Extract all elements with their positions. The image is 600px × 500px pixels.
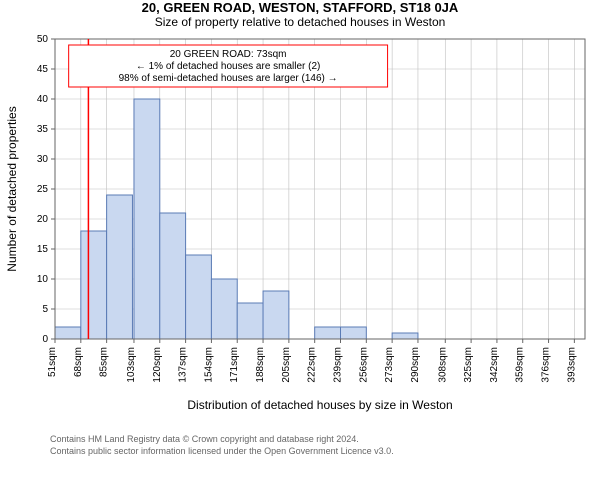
histogram-bar (160, 213, 186, 339)
histogram-bar (107, 195, 133, 339)
x-tick-label: 342sqm (489, 347, 500, 383)
footer-line-2: Contains public sector information licen… (50, 446, 600, 458)
x-tick-label: 171sqm (229, 347, 240, 383)
footer-line-1: Contains HM Land Registry data © Crown c… (50, 434, 600, 446)
x-tick-label: 376sqm (541, 347, 552, 383)
svg-text:5: 5 (42, 304, 48, 315)
x-tick-label: 222sqm (307, 347, 318, 383)
x-tick-label: 68sqm (73, 347, 84, 377)
x-tick-label: 154sqm (203, 347, 214, 383)
svg-text:45: 45 (37, 64, 49, 75)
svg-text:25: 25 (37, 184, 49, 195)
svg-text:40: 40 (37, 94, 49, 105)
x-tick-label: 393sqm (566, 347, 577, 383)
x-tick-label: 188sqm (255, 347, 266, 383)
histogram-bar (134, 99, 160, 339)
annotation-line: 20 GREEN ROAD: 73sqm (170, 49, 287, 60)
x-tick-label: 325sqm (463, 347, 474, 383)
y-axis-label: Number of detached properties (5, 106, 19, 271)
histogram-chart: 0 5 10 15 20 25 30 35 40 45 50 51sqm 68sqm 85sqm 103sq… (0, 29, 600, 434)
x-tick-label: 308sqm (437, 347, 448, 383)
x-tick-label: 239sqm (333, 347, 344, 383)
histogram-bar (237, 303, 263, 339)
x-tick-label: 205sqm (281, 347, 292, 383)
x-tick-label: 103sqm (126, 347, 137, 383)
x-tick-label: 273sqm (384, 347, 395, 383)
histogram-bar (186, 255, 212, 339)
svg-text:15: 15 (37, 244, 49, 255)
svg-text:35: 35 (37, 124, 49, 135)
svg-text:0: 0 (42, 334, 48, 345)
svg-text:30: 30 (37, 154, 49, 165)
x-tick-label: 359sqm (515, 347, 526, 383)
histogram-bar (263, 291, 289, 339)
x-tick-label: 120sqm (152, 347, 163, 383)
histogram-bar (211, 279, 237, 339)
svg-text:50: 50 (37, 34, 49, 45)
histogram-bar (55, 327, 81, 339)
histogram-bar (315, 327, 341, 339)
svg-text:10: 10 (37, 274, 49, 285)
histogram-bar (81, 231, 107, 339)
chart-subtitle: Size of property relative to detached ho… (0, 15, 600, 29)
x-tick-label: 51sqm (47, 347, 58, 377)
x-tick-label: 85sqm (99, 347, 110, 377)
histogram-bar (392, 333, 418, 339)
chart-title: 20, GREEN ROAD, WESTON, STAFFORD, ST18 0… (0, 0, 600, 15)
x-tick-label: 137sqm (178, 347, 189, 383)
annotation-line: 98% of semi-detached houses are larger (… (119, 73, 338, 84)
footer: Contains HM Land Registry data © Crown c… (0, 434, 600, 457)
x-axis-label: Distribution of detached houses by size … (187, 398, 452, 412)
svg-text:20: 20 (37, 214, 49, 225)
x-tick-label: 256sqm (358, 347, 369, 383)
x-tick-label: 290sqm (410, 347, 421, 383)
annotation-line: ← 1% of detached houses are smaller (2) (136, 61, 321, 72)
histogram-bar (341, 327, 367, 339)
